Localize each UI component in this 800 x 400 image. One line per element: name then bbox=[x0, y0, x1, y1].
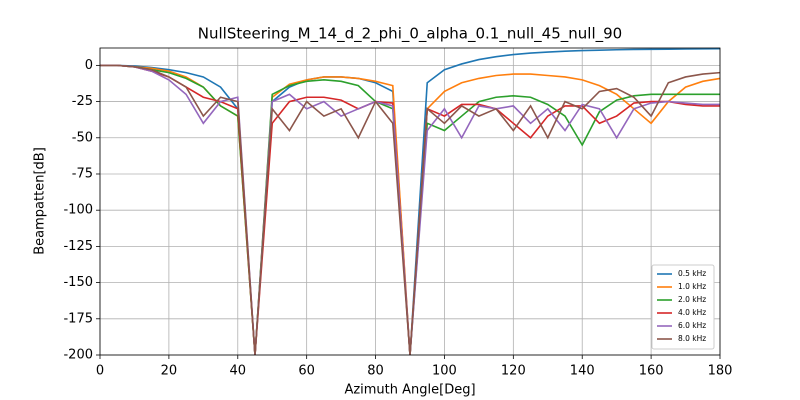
y-tick-label: 0 bbox=[85, 58, 93, 73]
y-axis-label: Beampatten[dB] bbox=[33, 147, 48, 255]
y-tick-label: -100 bbox=[63, 203, 93, 218]
legend-label: 2.0 kHz bbox=[678, 295, 706, 304]
y-tick-label: -25 bbox=[72, 94, 93, 109]
y-tick-label: -75 bbox=[72, 166, 93, 181]
x-tick-label: 0 bbox=[96, 364, 104, 379]
x-tick-label: 180 bbox=[708, 364, 733, 379]
legend-label: 0.5 kHz bbox=[678, 269, 706, 278]
x-tick-label: 80 bbox=[367, 364, 384, 379]
x-axis-label: Azimuth Angle[Deg] bbox=[344, 383, 475, 398]
chart-title: NullSteering_M_14_d_2_phi_0_alpha_0.1_nu… bbox=[198, 25, 622, 44]
legend-label: 1.0 kHz bbox=[678, 282, 706, 291]
x-tick-label: 160 bbox=[639, 364, 664, 379]
legend: 0.5 kHz 1.0 kHz 2.0 kHz 4.0 kHz 6.0 kHz 8.0 k… bbox=[651, 264, 715, 350]
y-tick-label: -175 bbox=[63, 311, 93, 326]
x-tick-label: 20 bbox=[161, 364, 178, 379]
x-tick-label: 60 bbox=[298, 364, 315, 379]
y-tick-label: -200 bbox=[63, 348, 93, 363]
x-tick-label: 40 bbox=[230, 364, 247, 379]
legend-label: 4.0 kHz bbox=[678, 308, 706, 317]
plot-frame bbox=[99, 47, 721, 356]
series-line bbox=[100, 47, 721, 356]
y-tick-label: -125 bbox=[63, 239, 93, 254]
x-tick-label: 140 bbox=[570, 364, 595, 379]
y-tick-label: -150 bbox=[63, 275, 93, 290]
x-tick-label: 100 bbox=[432, 364, 457, 379]
x-tick-label: 120 bbox=[501, 364, 526, 379]
legend-box bbox=[651, 264, 715, 350]
legend-label: 8.0 kHz bbox=[678, 334, 706, 343]
y-tick-label: -50 bbox=[72, 130, 93, 145]
legend-label: 6.0 kHz bbox=[678, 321, 706, 330]
